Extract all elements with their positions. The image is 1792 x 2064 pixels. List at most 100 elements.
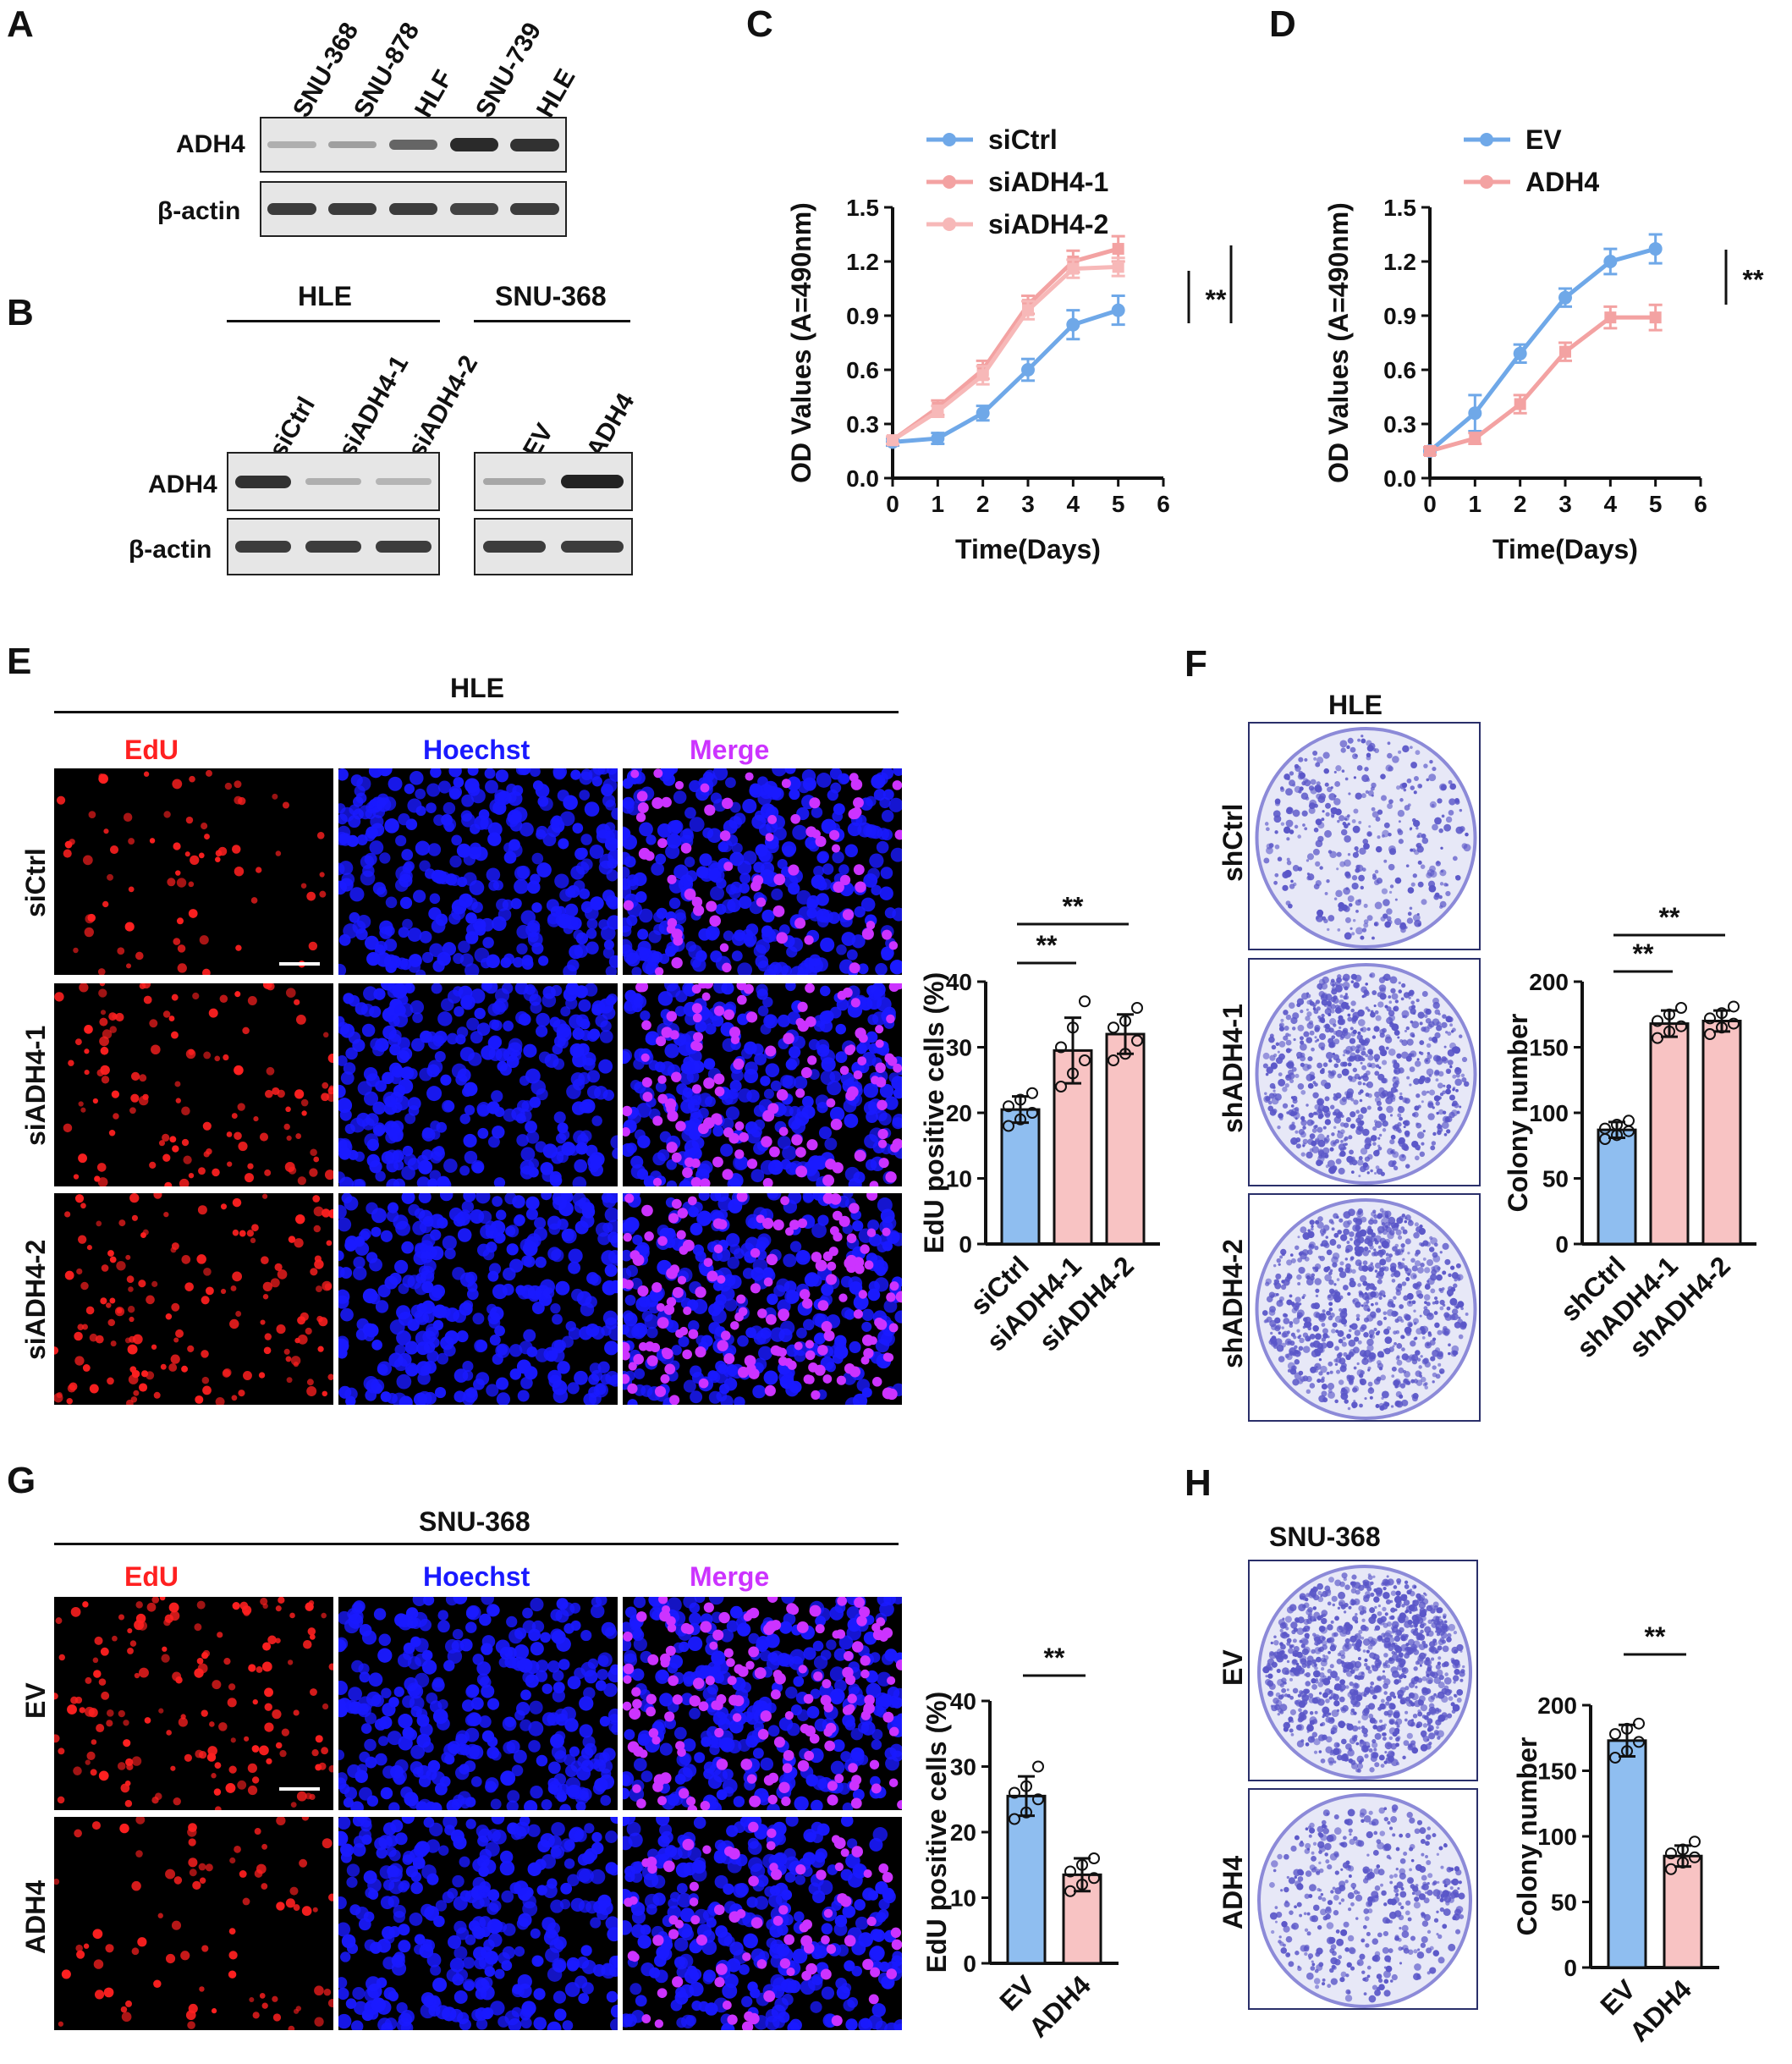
colony (1361, 994, 1365, 999)
edu-nucleus (266, 983, 275, 991)
merge-nucleus (764, 1384, 776, 1396)
colony (1459, 1323, 1467, 1330)
replicate-point (1704, 1012, 1716, 1025)
edu-nucleus (232, 1197, 242, 1208)
hoechst-nucleus (792, 824, 808, 840)
colony (1314, 1278, 1322, 1285)
hoechst-nucleus (535, 1256, 547, 1269)
edu-nucleus (327, 1053, 333, 1064)
colony (1319, 1017, 1323, 1022)
colony (1335, 1329, 1339, 1334)
merge-nucleus (687, 1196, 697, 1206)
edu-nucleus (232, 1271, 243, 1282)
colony (1302, 1138, 1309, 1145)
hoechst-nucleus (462, 1361, 474, 1373)
hoechst-nucleus (348, 1031, 361, 1044)
colony (1392, 1076, 1399, 1084)
colony (1363, 903, 1368, 908)
merge-nucleus (657, 1093, 668, 1104)
colony (1314, 1139, 1320, 1145)
colony (1386, 908, 1393, 915)
colony (1424, 1301, 1427, 1305)
replicate-point (1119, 1015, 1131, 1027)
hoechst-nucleus (651, 862, 664, 876)
hoechst-nucleus (852, 1393, 868, 1405)
x-tick-label: 4 (1067, 491, 1080, 517)
scale-bar (279, 962, 320, 966)
edu-nucleus (129, 1366, 137, 1373)
colony (1389, 1139, 1395, 1145)
colony (1350, 1170, 1355, 1174)
hoechst-nucleus (412, 1012, 423, 1023)
colony (1317, 1216, 1323, 1222)
colony (1335, 1093, 1342, 1099)
colony (1298, 1129, 1305, 1136)
colony (1437, 798, 1443, 804)
colony (1396, 1053, 1402, 1059)
colony (1388, 1010, 1395, 1016)
edu-nucleus (68, 1060, 74, 1066)
colony (1393, 1069, 1398, 1074)
hoechst-nucleus (475, 1372, 490, 1386)
merge-nucleus (744, 1355, 756, 1367)
blot-band (267, 202, 316, 216)
merge-nucleus (723, 1127, 734, 1138)
edu-nucleus (285, 1356, 292, 1362)
merge-nucleus (858, 1290, 868, 1299)
edu-nucleus (139, 1074, 147, 1082)
colony (1404, 1164, 1410, 1169)
colony (1334, 1399, 1339, 1404)
colony (1374, 1010, 1379, 1015)
edu-nucleus (220, 1288, 227, 1295)
edu-nucleus (226, 1131, 233, 1137)
colony (1329, 1313, 1335, 1318)
edu-nucleus (234, 1065, 244, 1076)
colony (1378, 1296, 1382, 1301)
hoechst-nucleus (338, 768, 349, 781)
micrograph-siadh4-2-edu (54, 1193, 333, 1405)
hoechst-nucleus (739, 872, 751, 884)
hoechst-nucleus (749, 1325, 764, 1340)
colony (1436, 1274, 1443, 1281)
hoechst-nucleus (556, 1023, 571, 1038)
colony (1272, 1108, 1278, 1115)
hoechst-nucleus (460, 810, 473, 822)
colony (1353, 1366, 1357, 1370)
colony (1314, 1036, 1317, 1039)
colony (1358, 1126, 1364, 1132)
x-tick-label: 6 (1157, 491, 1170, 517)
colony (1410, 848, 1414, 852)
hoechst-nucleus (419, 1220, 432, 1234)
colony (1407, 1273, 1410, 1276)
colony (1378, 1066, 1382, 1070)
hoechst-nucleus (587, 1070, 601, 1083)
colony (1300, 1226, 1307, 1234)
hoechst-nucleus (541, 993, 557, 1008)
merge-nucleus (886, 1292, 896, 1302)
merge-nucleus (677, 1275, 687, 1285)
colony (1306, 1119, 1314, 1126)
replicate-point (1067, 1067, 1079, 1080)
hoechst-nucleus (377, 797, 392, 812)
edu-nucleus (109, 845, 119, 855)
hoechst-nucleus (623, 1050, 631, 1065)
hoechst-nucleus (765, 1063, 780, 1077)
merge-nucleus (846, 1086, 859, 1098)
colony (1410, 1340, 1416, 1347)
colony (1390, 1266, 1397, 1273)
colony (1362, 1260, 1368, 1266)
merge-nucleus (855, 1263, 865, 1274)
colony (1269, 1319, 1277, 1328)
hoechst-nucleus (578, 999, 591, 1012)
hoechst-nucleus (573, 929, 584, 941)
edu-nucleus (328, 1208, 333, 1219)
colony (1323, 768, 1330, 774)
colony (1366, 1285, 1369, 1288)
y-tick-label: 1.5 (1383, 195, 1416, 221)
hoechst-nucleus (538, 955, 549, 966)
colony (1373, 1248, 1377, 1252)
hoechst-nucleus (590, 896, 604, 911)
merge-nucleus (669, 1395, 680, 1405)
edu-nucleus (192, 992, 200, 1000)
colony (1381, 795, 1388, 801)
